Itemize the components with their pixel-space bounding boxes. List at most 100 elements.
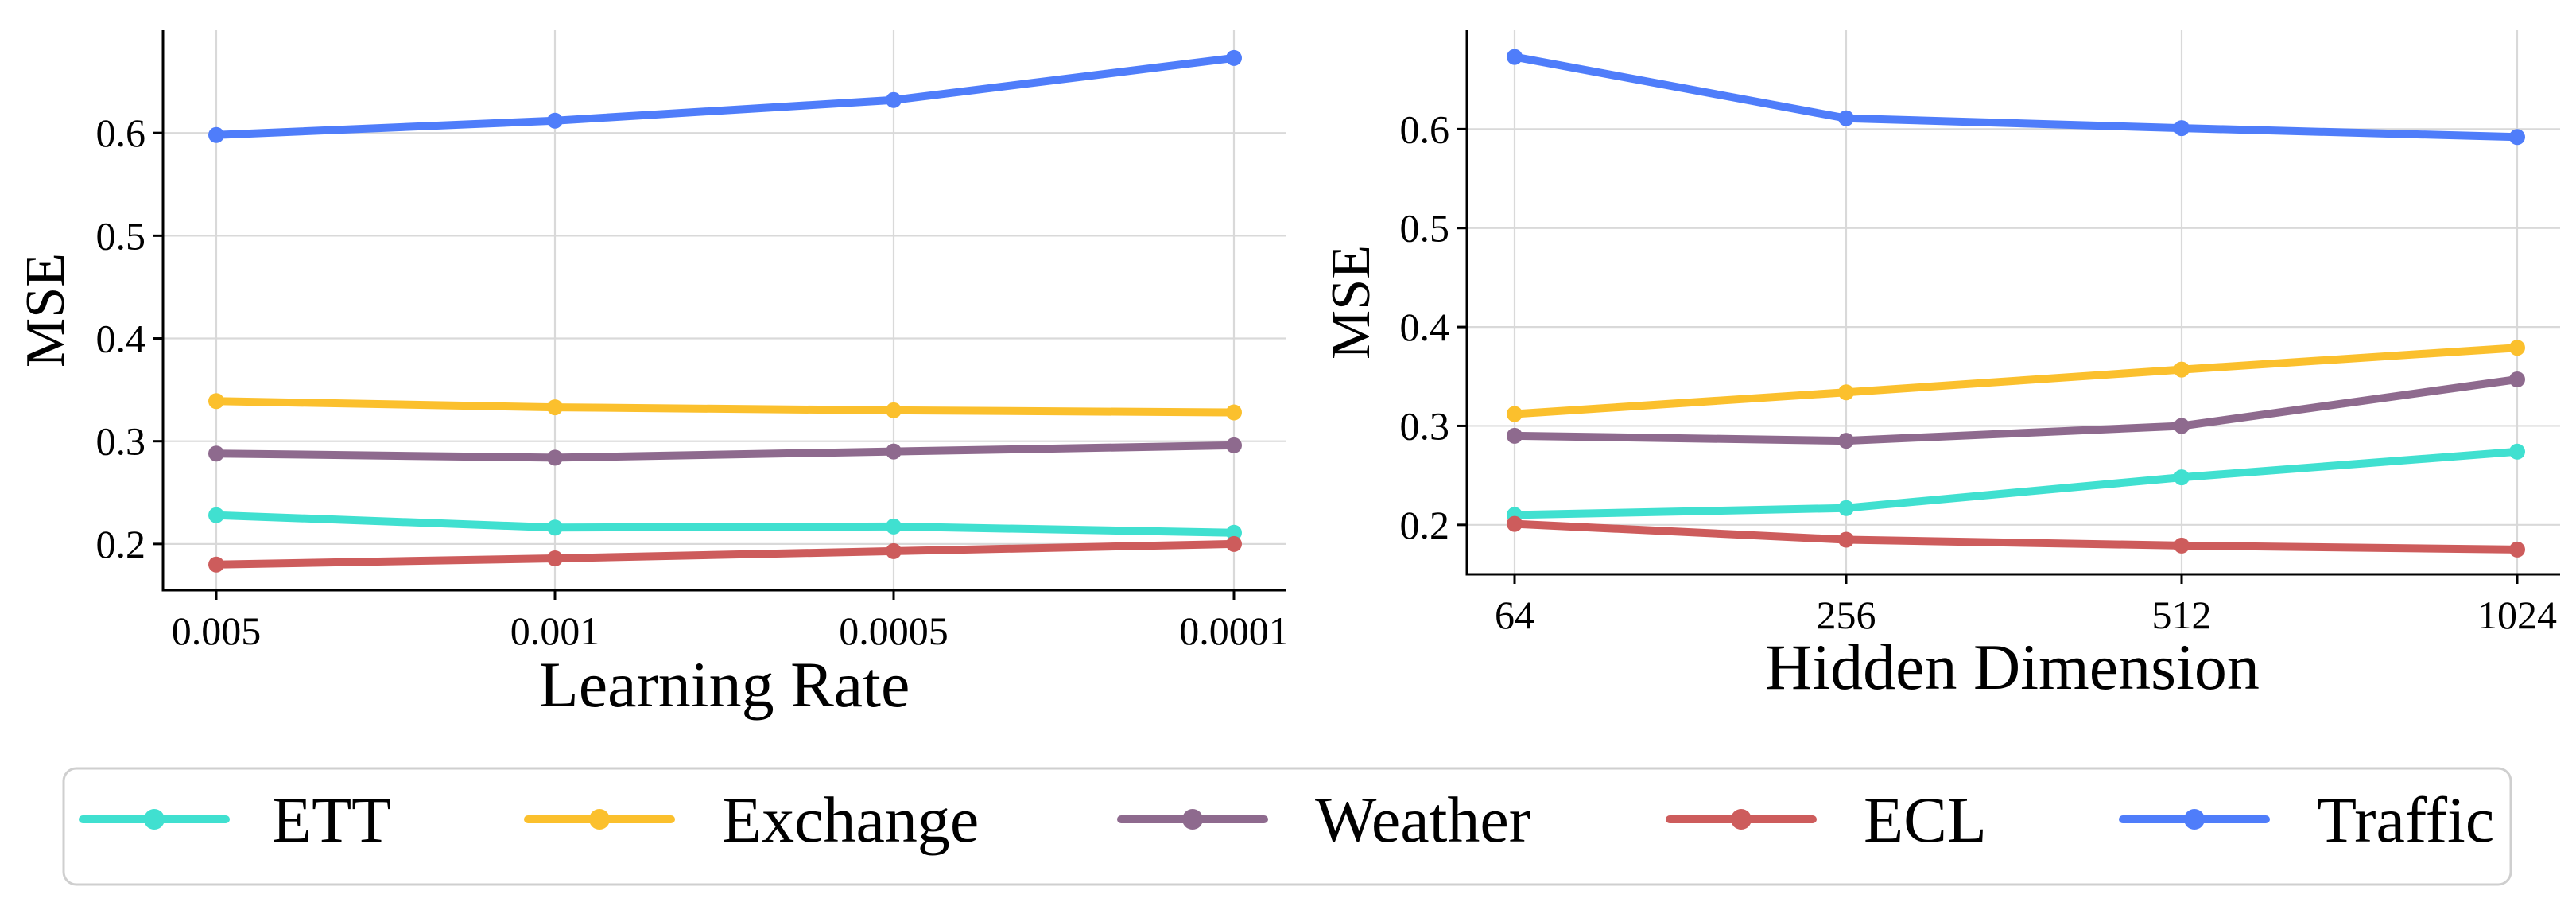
data-point-ecl: [2174, 537, 2190, 554]
data-point-weather: [1226, 437, 1242, 453]
data-point-weather: [1838, 433, 1854, 449]
series-line-weather: [1511, 375, 2521, 445]
series-ett: [208, 507, 1242, 541]
data-point-exchange: [886, 402, 902, 418]
data-point-exchange: [2509, 340, 2525, 356]
series-line-ett: [1511, 447, 2521, 519]
y-tick-label: 0.5: [1400, 206, 1450, 251]
series-ett: [1507, 443, 2525, 523]
data-point-ett: [547, 519, 563, 536]
x-tick-label: 0.001: [510, 609, 600, 653]
series-line-weather: [212, 441, 1238, 462]
data-point-traffic: [1507, 49, 1523, 65]
series-ecl: [208, 535, 1242, 573]
x-tick-label: 1024: [2477, 593, 2557, 637]
data-point-ett: [2509, 443, 2525, 460]
series-group: [1507, 49, 2525, 558]
y-axis-title: MSE: [15, 253, 76, 368]
legend-label: ECL: [1864, 784, 1987, 856]
legend-label: Weather: [1315, 784, 1530, 856]
data-point-weather: [886, 443, 902, 460]
y-tick-label: 0.3: [96, 419, 146, 464]
series-line-exchange: [212, 397, 1238, 417]
data-point-ecl: [2509, 541, 2525, 558]
y-axis-title: MSE: [1321, 245, 1382, 360]
x-ticks: 64 256 512 1024: [1495, 574, 2557, 637]
data-point-exchange: [1507, 406, 1523, 422]
legend-item-exchange: Exchange: [524, 784, 979, 856]
data-point-exchange: [208, 393, 224, 410]
x-tick-label: 64: [1495, 593, 1534, 637]
series-line-ecl: [1511, 519, 2521, 554]
series-line-traffic: [1511, 52, 2521, 142]
y-tick-label: 0.3: [1400, 403, 1450, 448]
series-traffic: [1507, 49, 2525, 146]
data-point-ett: [208, 507, 224, 523]
y-tick-label: 0.2: [1400, 503, 1450, 547]
data-point-ecl: [886, 542, 902, 559]
y-ticks: 0.2 0.3 0.4 0.5 0.6: [96, 111, 163, 566]
data-point-traffic: [547, 112, 563, 129]
legend-item-weather: Weather: [1117, 784, 1530, 856]
x-tick-label: 256: [1817, 593, 1876, 637]
series-line-ett: [212, 511, 1238, 537]
legend-marker: [1182, 809, 1203, 830]
data-point-traffic: [2174, 120, 2190, 137]
y-tick-label: 0.4: [96, 317, 146, 361]
data-point-traffic: [1838, 110, 1854, 126]
x-tick-label: 512: [2152, 593, 2212, 637]
x-tick-label: 0.005: [172, 609, 262, 653]
data-point-ecl: [208, 556, 224, 573]
legend-label: Traffic: [2317, 784, 2494, 856]
x-tick-label: 0.0001: [1179, 609, 1289, 653]
data-point-weather: [208, 445, 224, 462]
x-tick-label: 0.0005: [839, 609, 949, 653]
data-point-ett: [1226, 524, 1242, 541]
series-group: [208, 49, 1242, 573]
legend-marker: [589, 809, 610, 830]
y-tick-label: 0.5: [96, 213, 146, 258]
legend-item-ecl: ECL: [1666, 784, 1987, 856]
data-point-ett: [1838, 500, 1854, 516]
data-point-weather: [2174, 418, 2190, 434]
data-point-ett: [2174, 469, 2190, 486]
data-point-ecl: [547, 550, 563, 566]
series-line-exchange: [1511, 344, 2521, 418]
series-exchange: [208, 393, 1242, 421]
data-point-exchange: [1838, 384, 1854, 401]
data-point-exchange: [547, 399, 563, 416]
data-point-weather: [1507, 427, 1523, 444]
data-point-exchange: [2174, 361, 2190, 378]
data-point-weather: [547, 449, 563, 466]
x-axis-title: Hidden Dimension: [1765, 631, 2260, 703]
data-point-traffic: [2509, 129, 2525, 146]
data-point-traffic: [208, 126, 224, 143]
x-ticks: 0.005 0.001 0.0005 0.0001: [172, 590, 1289, 653]
y-tick-label: 0.4: [1400, 305, 1450, 349]
data-point-ecl: [1838, 531, 1854, 548]
data-point-weather: [2509, 371, 2525, 387]
legend-label: ETT: [272, 784, 391, 856]
legend-frame: [62, 767, 2512, 886]
legend-marker: [144, 809, 165, 830]
series-exchange: [1507, 340, 2525, 422]
legend-marker: [2184, 809, 2205, 830]
series-weather: [1507, 371, 2525, 449]
data-point-traffic: [1226, 49, 1242, 66]
series-line-traffic: [212, 53, 1238, 139]
series-line-ecl: [212, 539, 1238, 569]
legend-marker: [1731, 809, 1752, 830]
data-point-exchange: [1226, 404, 1242, 421]
y-tick-label: 0.6: [1400, 107, 1450, 151]
y-tick-label: 0.2: [96, 522, 146, 566]
legend-item-traffic: Traffic: [2119, 784, 2494, 856]
y-ticks: 0.2 0.3 0.4 0.5 0.6: [1400, 107, 1467, 547]
x-axis-title: Learning Rate: [539, 648, 910, 721]
legend-label: Exchange: [722, 784, 979, 856]
data-point-traffic: [886, 91, 902, 108]
panel-hidden-dimension: 0.2 0.3 0.4 0.5 0.6 64 256 512 1024 Hidd…: [1321, 30, 2560, 703]
legend: ETT Exchange Weather ECL Traffic: [62, 767, 2512, 886]
data-point-ecl: [1507, 515, 1523, 532]
panel-learning-rate: 0.2 0.3 0.4 0.5 0.6 0.005 0.001 0.0005 0…: [15, 30, 1289, 721]
